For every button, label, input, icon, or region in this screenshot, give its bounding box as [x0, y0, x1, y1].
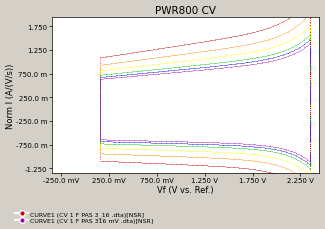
Title: PWR800 CV: PWR800 CV — [155, 5, 216, 16]
Y-axis label: Norm I (A/(V/s)): Norm I (A/(V/s)) — [6, 63, 15, 128]
Legend: CURVE1 (CV 1 F PAS 3_16 .dta)[NSR], CURVE1 (CV 1 F PAS 316 mV .dta)[NSR]: CURVE1 (CV 1 F PAS 3_16 .dta)[NSR], CURV… — [13, 209, 155, 226]
X-axis label: Vf (V vs. Ref.): Vf (V vs. Ref.) — [157, 185, 214, 194]
